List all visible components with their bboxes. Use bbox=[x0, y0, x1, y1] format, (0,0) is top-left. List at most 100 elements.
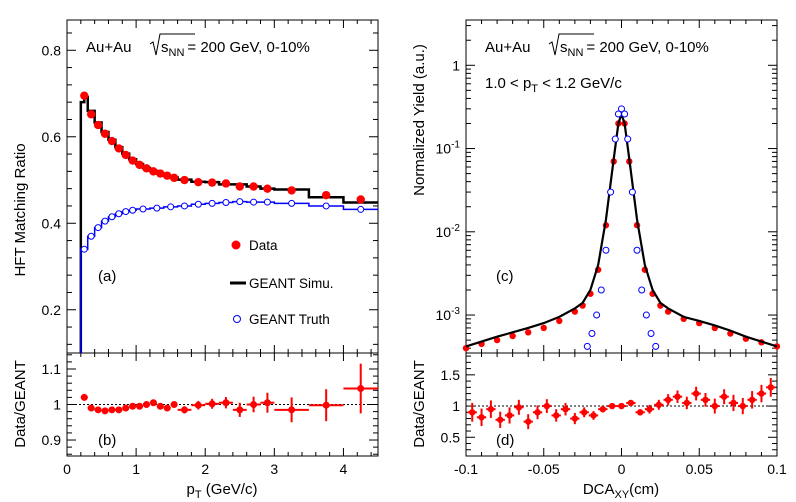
data-point bbox=[356, 195, 365, 204]
geant-truth-point bbox=[618, 105, 625, 113]
ratio-point bbox=[208, 400, 216, 408]
geant-truth-point bbox=[628, 188, 636, 196]
ratio-point bbox=[122, 404, 130, 412]
ratio-point bbox=[571, 415, 579, 422]
ratio-point bbox=[94, 406, 102, 414]
ratio-point bbox=[170, 401, 178, 408]
ratio-point bbox=[142, 401, 150, 408]
ratio-point bbox=[136, 402, 144, 410]
geant-truth-point bbox=[602, 246, 610, 254]
ratio-point bbox=[636, 409, 644, 416]
ratio-point bbox=[711, 402, 718, 410]
ratio-point bbox=[608, 402, 616, 410]
geant-truth-point bbox=[322, 202, 330, 210]
ratio-point bbox=[692, 390, 700, 397]
legend-data-marker bbox=[231, 240, 241, 250]
geant-truth-point bbox=[194, 200, 202, 208]
data-point bbox=[100, 129, 110, 138]
ratio-point bbox=[748, 396, 756, 404]
panel-b-plot bbox=[67, 363, 378, 423]
data-point bbox=[221, 179, 231, 188]
ratio-point bbox=[590, 412, 597, 419]
geant-truth-step bbox=[80, 200, 378, 353]
ratio-point bbox=[506, 412, 513, 419]
y-tick-label: 1 bbox=[452, 398, 460, 414]
x-tick-label: 3 bbox=[270, 461, 278, 477]
y-tick-label-base: 10 bbox=[436, 307, 452, 323]
geant-truth-point bbox=[357, 205, 365, 213]
ratio-point bbox=[322, 401, 330, 409]
ratio-point bbox=[525, 418, 532, 425]
panel-a-energy: = 200 GeV, 0-10% bbox=[187, 39, 309, 56]
geant-truth-point bbox=[588, 330, 596, 338]
data-point bbox=[93, 120, 103, 130]
geant-truth-point bbox=[94, 224, 102, 232]
ratio-point bbox=[758, 390, 765, 397]
geant-truth-point bbox=[222, 199, 230, 207]
panel-c-energy: = 200 GeV, 0-10% bbox=[586, 39, 708, 56]
ratio-point bbox=[156, 402, 164, 410]
panel-d-ylabel: Data/GEANT bbox=[411, 360, 428, 448]
x-tick-label: 0.1 bbox=[767, 461, 787, 477]
ratio-point bbox=[720, 393, 728, 400]
geant-truth-point bbox=[139, 205, 147, 213]
ratio-point bbox=[80, 393, 88, 401]
geant-truth-point bbox=[597, 286, 605, 294]
geant-truth-point bbox=[638, 286, 646, 294]
x-tick-label: 0 bbox=[63, 461, 71, 477]
panel-label-b: (b) bbox=[98, 432, 116, 449]
geant-truth-point bbox=[236, 198, 244, 206]
y-tick-label: 0.5 bbox=[441, 429, 461, 445]
data-point bbox=[128, 156, 137, 165]
panel-a-ticks: 0.2 0.4 0.6 0.8 bbox=[42, 20, 378, 353]
geant-truth-point bbox=[115, 210, 123, 218]
geant-truth-point bbox=[250, 198, 258, 206]
data-point bbox=[287, 186, 296, 195]
ratio-point bbox=[497, 416, 504, 423]
panel-a-sqrt-s: s bbox=[161, 39, 169, 56]
panel-d-ticks: -0.1 -0.05 0 0.05 0.1 0.5 1 1.5 bbox=[441, 353, 787, 477]
pt-range-sub: T bbox=[531, 83, 538, 95]
geant-simu-step bbox=[79, 95, 378, 353]
left-xlabel: pT (GeV/c) bbox=[187, 481, 258, 501]
geant-truth-point bbox=[647, 330, 655, 338]
data-point bbox=[121, 150, 130, 160]
ratio-point bbox=[487, 405, 495, 413]
x-tick-label: -0.05 bbox=[528, 461, 560, 477]
data-point bbox=[107, 136, 117, 146]
y-tick-label: 1.5 bbox=[441, 367, 461, 383]
svg-text:sNN= 200 GeV, 0-10%: sNN = 200 GeV, 0-10% bbox=[560, 39, 709, 59]
ratio-point bbox=[618, 402, 625, 410]
data-point bbox=[156, 169, 165, 178]
ratio-point bbox=[515, 404, 523, 411]
panel-a-frame bbox=[66, 19, 379, 354]
sqrt-sign-a bbox=[149, 33, 195, 56]
geant-truth-point bbox=[129, 206, 137, 214]
y-tick-label-exp: -1 bbox=[451, 140, 460, 151]
panel-b-ticks: 0 1 2 3 4 0.9 1 1.1 bbox=[42, 353, 378, 477]
geant-truth-point bbox=[180, 202, 188, 210]
ratio-point bbox=[163, 404, 171, 412]
x-tick-label: 1 bbox=[132, 461, 140, 477]
geant-truth-point bbox=[611, 135, 619, 143]
data-point bbox=[235, 182, 244, 191]
ratio-point bbox=[552, 412, 560, 419]
legend-truth-label: GEANT Truth bbox=[249, 312, 330, 327]
x-tick-label: 0.05 bbox=[686, 461, 713, 477]
ratio-point bbox=[288, 406, 296, 414]
ratio-point bbox=[149, 399, 157, 407]
x-tick-label: 4 bbox=[340, 461, 348, 477]
y-tick-label: 0.6 bbox=[42, 129, 62, 145]
geant-truth-point bbox=[607, 188, 615, 196]
panel-c-ticks: 10-310-210-11 bbox=[436, 20, 778, 353]
y-tick-label: 1.1 bbox=[42, 361, 62, 377]
data-point bbox=[114, 144, 124, 153]
panel-d-plot bbox=[466, 377, 777, 430]
data-point bbox=[163, 171, 172, 180]
right-xlabel: DCAXY(cm) bbox=[583, 481, 659, 501]
panel-c-sqrt-s: s bbox=[560, 39, 568, 56]
geant-truth-point bbox=[80, 245, 88, 253]
right-xlabel-main: DCA bbox=[583, 481, 615, 498]
y-tick-label: 0.2 bbox=[42, 302, 62, 318]
geant-truth-point bbox=[633, 246, 641, 254]
